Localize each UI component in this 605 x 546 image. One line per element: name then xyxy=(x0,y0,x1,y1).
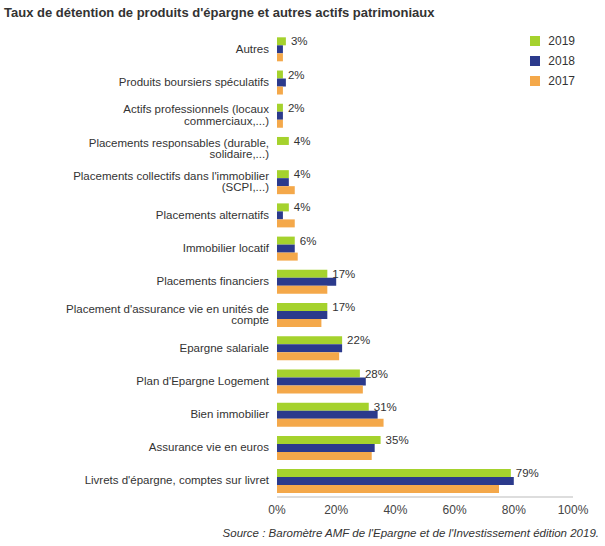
svg-text:4%: 4% xyxy=(294,135,311,147)
svg-text:Plan d'Epargne Logement: Plan d'Epargne Logement xyxy=(136,375,269,387)
svg-text:Placements alternatifs: Placements alternatifs xyxy=(156,209,269,221)
svg-text:Placements collectifs dans l'i: Placements collectifs dans l'immobilier(… xyxy=(73,170,269,194)
html-text:2018: 2018 xyxy=(548,54,575,68)
svg-text:22%: 22% xyxy=(347,334,370,346)
html-text:Source : Baromètre AMF de l'Ep: Source : Baromètre AMF de l'Epargne et d… xyxy=(222,527,599,539)
svg-text:Autres: Autres xyxy=(236,43,269,55)
svg-text:Placement d'assurance vie en u: Placement d'assurance vie en unités deco… xyxy=(66,303,269,327)
svg-text:Bien immobilier: Bien immobilier xyxy=(190,408,269,420)
svg-text:4%: 4% xyxy=(294,201,311,213)
svg-text:100%: 100% xyxy=(558,503,589,517)
svg-text:Assurance vie en euros: Assurance vie en euros xyxy=(149,441,269,453)
svg-text:80%: 80% xyxy=(502,503,526,517)
svg-text:31%: 31% xyxy=(374,401,397,413)
svg-text:35%: 35% xyxy=(386,434,409,446)
svg-text:Actifs professionnels (locauxc: Actifs professionnels (locauxcommerciaux… xyxy=(123,103,269,127)
svg-text:Placements responsables (durab: Placements responsables (durable,solidai… xyxy=(89,137,269,161)
svg-text:20%: 20% xyxy=(324,503,348,517)
html-text:2017: 2017 xyxy=(548,74,575,88)
svg-text:3%: 3% xyxy=(291,35,308,47)
svg-text:60%: 60% xyxy=(443,503,467,517)
svg-text:Placements financiers: Placements financiers xyxy=(157,275,270,287)
svg-text:17%: 17% xyxy=(332,301,355,313)
svg-text:17%: 17% xyxy=(332,268,355,280)
svg-text:Immobilier locatif: Immobilier locatif xyxy=(183,242,270,254)
svg-text:2%: 2% xyxy=(288,102,305,114)
svg-text:6%: 6% xyxy=(300,235,317,247)
svg-text:79%: 79% xyxy=(516,467,539,479)
svg-text:40%: 40% xyxy=(383,503,407,517)
svg-text:28%: 28% xyxy=(365,368,388,380)
svg-text:Epargne salariale: Epargne salariale xyxy=(179,342,269,354)
svg-text:4%: 4% xyxy=(294,168,311,180)
html-text:2019: 2019 xyxy=(548,34,575,48)
svg-text:2%: 2% xyxy=(288,69,305,81)
svg-text:Produits boursiers spéculatifs: Produits boursiers spéculatifs xyxy=(119,76,269,88)
svg-text:0%: 0% xyxy=(268,503,286,517)
html-text:Taux de détention de produits: Taux de détention de produits d'épargne … xyxy=(4,5,435,20)
svg-text:Livrets d'épargne, comptes sur: Livrets d'épargne, comptes sur livret xyxy=(85,474,270,486)
